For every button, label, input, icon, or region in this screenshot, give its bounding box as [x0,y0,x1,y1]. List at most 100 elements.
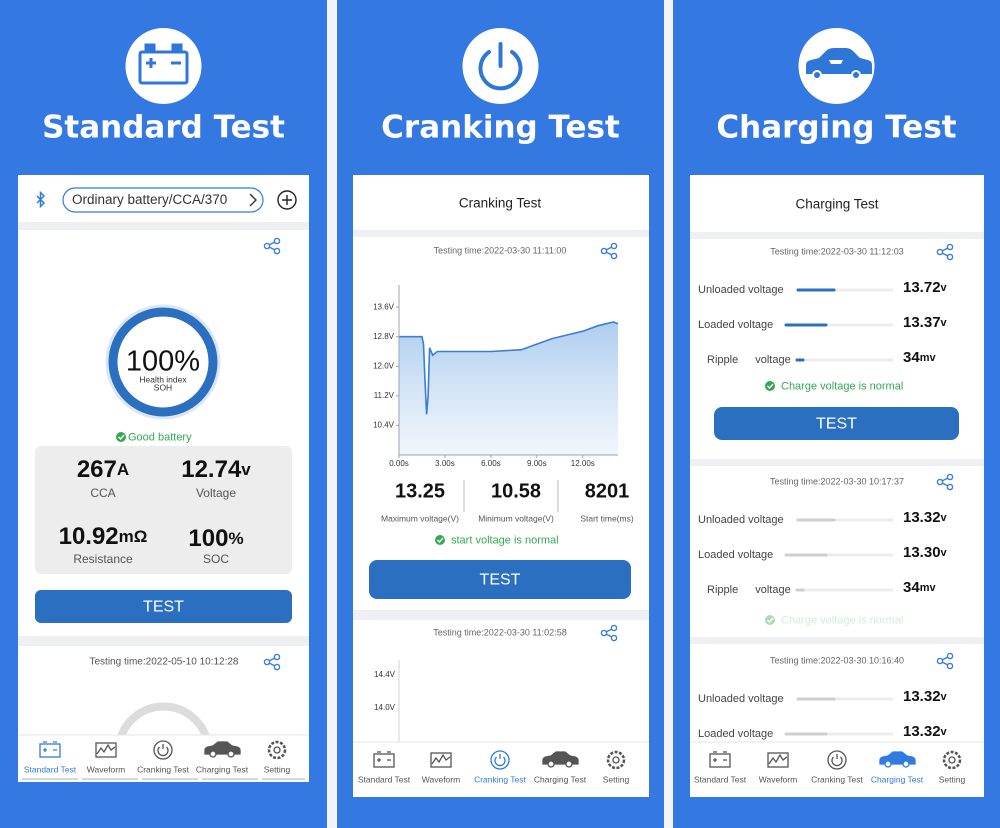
tab-icon [39,743,61,758]
test-button[interactable]: TEST [35,590,292,623]
check-icon [767,383,774,390]
unit: v [941,547,948,559]
share-button[interactable] [600,624,618,642]
tab-icon [490,750,510,770]
tab-icon [948,756,956,764]
share-icon [936,248,944,256]
check-icon [765,615,775,625]
share-icon [610,634,618,642]
share-button[interactable] [936,652,954,670]
row-label: Ripple voltage [707,584,791,596]
tab-icon [606,750,626,770]
y-tick-label: 12.8V [373,332,395,341]
button-label: TEST [143,599,184,616]
share-icon [946,652,954,660]
row-value: 13.32v [903,723,948,740]
y-tick-label: 13.6V [373,302,395,311]
separator [353,230,649,237]
testing-time: Testing time:2022-05-10 10:12:28 [90,657,239,668]
share-icon [936,478,944,486]
testing-time: Testing time:2022-03-30 10:17:37 [770,476,904,486]
tab-icon [431,753,451,765]
phone-screen [353,175,649,797]
metric-unit: % [228,529,243,548]
x-tick-label: 12.00s [571,459,595,468]
metric-label: Resistance [73,552,133,566]
tab-bar [353,742,649,786]
share-button[interactable] [600,242,618,260]
tab-label: Waveform [87,764,125,774]
tab-icon [612,756,620,764]
test-button[interactable]: TEST [369,560,631,599]
y-tick-label: 11.2V [374,391,395,400]
battery-icon [138,43,189,85]
x-tick-label: 0.00s [389,459,409,468]
value: 13.32 [903,723,941,740]
check-icon [437,537,444,544]
stat-value: 10.58 [491,480,541,502]
share-icon [936,657,944,665]
metric-value: 10.92 [59,523,119,550]
tab-icon [204,741,241,758]
tab-label: Setting [603,774,630,784]
tab-icon [768,753,788,765]
waveform-area [399,322,618,455]
separator [18,222,309,230]
chevron [249,193,257,207]
testing-time: Testing time:2022-03-30 11:12:03 [770,246,903,256]
status: start voltage is normal [451,534,559,546]
separator [353,610,649,620]
tab-icon [709,751,731,768]
metric-label: CCA [90,486,115,500]
metric-unit: v [241,460,251,479]
x-tick-label: 6.00s [481,459,501,468]
tab-icon [713,751,727,762]
testing-time: Testing time:2022-03-30 11:02:58 [433,627,566,637]
test-button[interactable]: TEST [714,407,959,440]
row-label: Unloaded voltage [698,514,784,526]
y-tick-label: 14.0V [374,703,396,712]
share-button[interactable] [936,243,954,261]
metric: 267A [77,456,129,483]
value: 34 [903,579,920,596]
status-group: Charge voltage is normal [765,380,903,392]
soh-ring-outer [105,304,221,420]
button-label: TEST [480,572,521,589]
value: 13.37 [903,314,941,331]
tab-icon [157,744,169,757]
tab-label: Cranking Test [474,774,526,784]
tab-icon [377,751,391,762]
tab-icon [542,751,579,768]
tab-icon [547,760,555,768]
check-icon [767,617,774,624]
row-label: Unloaded voltage [698,693,784,705]
car-icon [806,48,872,80]
tab-bar [18,735,309,779]
share-button[interactable] [263,653,281,671]
value: 13.32 [903,688,941,705]
tab-label: Cranking Test [137,764,189,774]
check-icon [765,381,775,391]
tab-icon [494,754,506,767]
screen-header: Cranking Test [459,196,542,211]
share-icon [263,242,271,250]
tab-icon [373,751,395,768]
battery-selector[interactable] [62,187,264,213]
share-icon [946,243,954,251]
share-button[interactable] [263,237,281,255]
x-tick-label: 9.00s [527,459,547,468]
metric: 10.92mΩ [59,523,148,550]
status: Good battery [128,431,192,443]
share-button[interactable] [936,473,954,491]
row-value: 13.37v [903,314,948,331]
waveform-line [399,321,619,415]
button-bg [35,590,292,623]
tab-icon [95,742,117,758]
add-button[interactable] [277,190,297,210]
tab-icon [39,741,61,758]
tab-label: Charging Test [534,774,587,784]
share-icon [273,663,281,671]
tab-icon [827,750,847,770]
tab-icon [767,752,789,768]
bluetooth-icon [36,190,46,209]
